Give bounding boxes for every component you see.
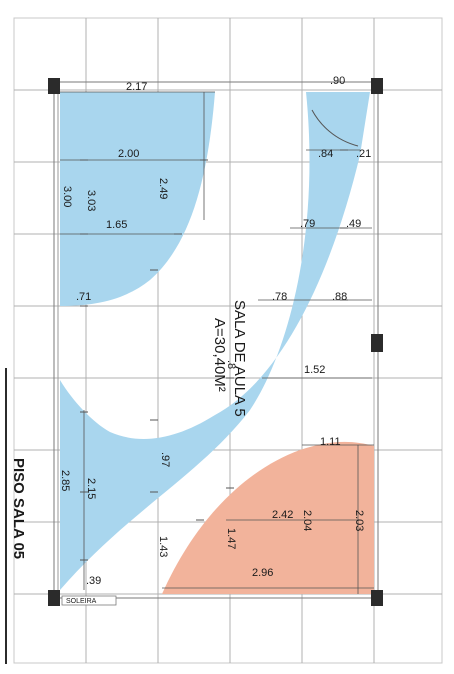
dim-0-88: .88 bbox=[332, 291, 347, 303]
dim-3-03: 3.03 bbox=[85, 190, 97, 211]
dim-2-96: 2.96 bbox=[252, 567, 273, 579]
dim-2-15: 2.15 bbox=[85, 478, 97, 499]
room-area: A=30,40M² bbox=[211, 318, 228, 392]
dim-1-11: 1.11 bbox=[320, 436, 341, 448]
dim-0-71: .71 bbox=[76, 291, 91, 303]
dim-2-04: 2.04 bbox=[301, 510, 313, 531]
dim-0-84: .84 bbox=[318, 148, 333, 160]
dim-0-78: .78 bbox=[272, 291, 287, 303]
soleira-box bbox=[61, 595, 117, 606]
dim-2-42: 2.42 bbox=[272, 509, 293, 521]
dim-2-03: 2.03 bbox=[353, 510, 365, 531]
dim-2-00: 2.00 bbox=[118, 148, 139, 160]
dim-0-97: .97 bbox=[159, 452, 171, 467]
dim-0-39: .39 bbox=[86, 575, 101, 587]
dim-1-47: 1.47 bbox=[225, 528, 237, 549]
room-title: SALA DE AULA 5 bbox=[231, 300, 248, 417]
dim-1-52: 1.52 bbox=[304, 364, 325, 376]
dim-0-79: .79 bbox=[300, 218, 315, 230]
dim-1-65: 1.65 bbox=[106, 219, 127, 231]
dim-2-85: 2.85 bbox=[59, 470, 71, 491]
dim-0-8: .8 bbox=[225, 360, 237, 369]
dimension-lines bbox=[60, 91, 374, 594]
pillars bbox=[48, 78, 383, 606]
blue-area-top-left bbox=[60, 92, 215, 306]
dim-2-49: 2.49 bbox=[157, 178, 169, 199]
dimension-ticks bbox=[80, 149, 348, 561]
side-title: PISO SALA 05 bbox=[10, 458, 27, 559]
dim-top-right-width: .90 bbox=[330, 75, 345, 87]
dim-3-00: 3.00 bbox=[61, 186, 73, 207]
dim-1-43: 1.43 bbox=[157, 536, 169, 557]
orange-area-bottom-right bbox=[162, 441, 374, 594]
sheet-border bbox=[13, 17, 443, 664]
door-arc bbox=[311, 109, 359, 147]
dim-0-49: .49 bbox=[346, 218, 361, 230]
soleira-label: SOLEIRA bbox=[66, 598, 97, 605]
blue-area-diagonal-band bbox=[60, 92, 370, 590]
dim-top-left-width: 2.17 bbox=[126, 81, 147, 93]
dim-0-21: .21 bbox=[356, 148, 371, 160]
